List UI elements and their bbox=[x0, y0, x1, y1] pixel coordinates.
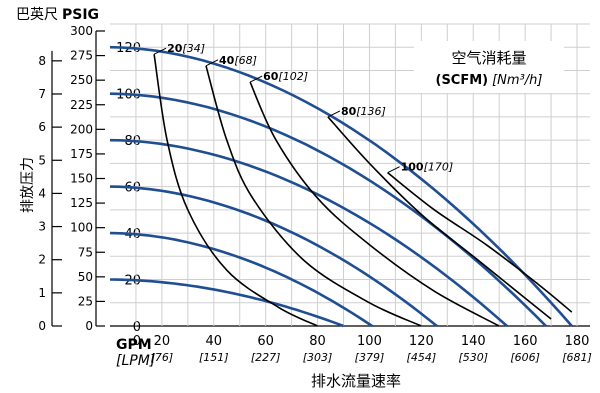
x-tick-label: 180 bbox=[565, 334, 590, 349]
x-tick-label: 40 bbox=[206, 334, 223, 349]
x-tick-label: 80 bbox=[309, 334, 326, 349]
x-axis-title: 排水流量速率 bbox=[311, 372, 401, 390]
x-tick-label: 0 bbox=[133, 334, 141, 349]
x-tick-label: 160 bbox=[513, 334, 538, 349]
bar-tick-label: 3 bbox=[38, 220, 46, 234]
psig-tick-label: 0 bbox=[85, 319, 93, 333]
x-secondary-tick-label: [454] bbox=[407, 351, 437, 364]
x-tick-label: 140 bbox=[461, 334, 486, 349]
air-curve-label: 20[34] bbox=[167, 42, 205, 55]
air-curve-label: 80[136] bbox=[341, 105, 386, 118]
bar-ft-unit-label: 巴英尺 PSIG bbox=[16, 6, 99, 23]
bar-tick-label: 0 bbox=[38, 319, 46, 333]
bar-tick-label: 7 bbox=[38, 87, 46, 101]
psig-tick-label: 250 bbox=[70, 73, 93, 87]
x-tick-label: 60 bbox=[257, 334, 274, 349]
x-unit-lpm: [LPM] bbox=[116, 353, 155, 369]
air-curve-leader bbox=[388, 167, 400, 173]
psig-tick-label: 150 bbox=[70, 172, 93, 186]
x-secondary-tick-label: [76] bbox=[151, 351, 174, 364]
air-curve bbox=[388, 173, 572, 312]
y-axis-title: 排放压力 bbox=[20, 157, 36, 213]
psig-tick-label: 125 bbox=[70, 196, 93, 210]
psig-tick-label: 25 bbox=[78, 294, 93, 308]
x-secondary-tick-label: [303] bbox=[303, 351, 333, 364]
air-curve-label: 100[170] bbox=[401, 161, 454, 174]
bar-tick-label: 5 bbox=[38, 153, 46, 167]
x-secondary-tick-label: [151] bbox=[199, 351, 229, 364]
psig-tick-label: 225 bbox=[70, 98, 93, 112]
psig-tick-label: 50 bbox=[78, 270, 93, 284]
bar-tick-label: 6 bbox=[38, 120, 46, 134]
psig-tick-label: 75 bbox=[78, 245, 93, 259]
x-secondary-tick-label: [530] bbox=[458, 351, 488, 364]
legend-title: 空气消耗量 bbox=[451, 49, 526, 67]
x-tick-label: 120 bbox=[409, 334, 434, 349]
x-secondary-tick-label: [681] bbox=[562, 351, 592, 364]
psig-tick-label: 275 bbox=[70, 49, 93, 63]
bar-tick-label: 4 bbox=[38, 186, 46, 200]
x-tick-label: 20 bbox=[154, 334, 171, 349]
psig-tick-label: 100 bbox=[70, 221, 93, 235]
bar-tick-label: 2 bbox=[38, 253, 46, 267]
x-secondary-tick-label: [606] bbox=[510, 351, 540, 364]
bar-tick-label: 1 bbox=[38, 286, 46, 300]
psig-tick-label: 175 bbox=[70, 147, 93, 161]
bar-tick-label: 8 bbox=[38, 54, 46, 68]
legend: 空气消耗量 (SCFM) [Nm³/h] bbox=[414, 41, 564, 93]
air-curve-label: 40[68] bbox=[219, 54, 257, 67]
psig-tick-label: 200 bbox=[70, 122, 93, 136]
y-tick-label: 0 bbox=[133, 320, 141, 335]
x-secondary-tick-label: [379] bbox=[355, 351, 385, 364]
x-tick-label: 100 bbox=[357, 334, 382, 349]
air-curve-label: 60[102] bbox=[263, 70, 308, 83]
psig-tick-label: 300 bbox=[70, 24, 93, 38]
x-secondary-tick-label: [227] bbox=[251, 351, 281, 364]
